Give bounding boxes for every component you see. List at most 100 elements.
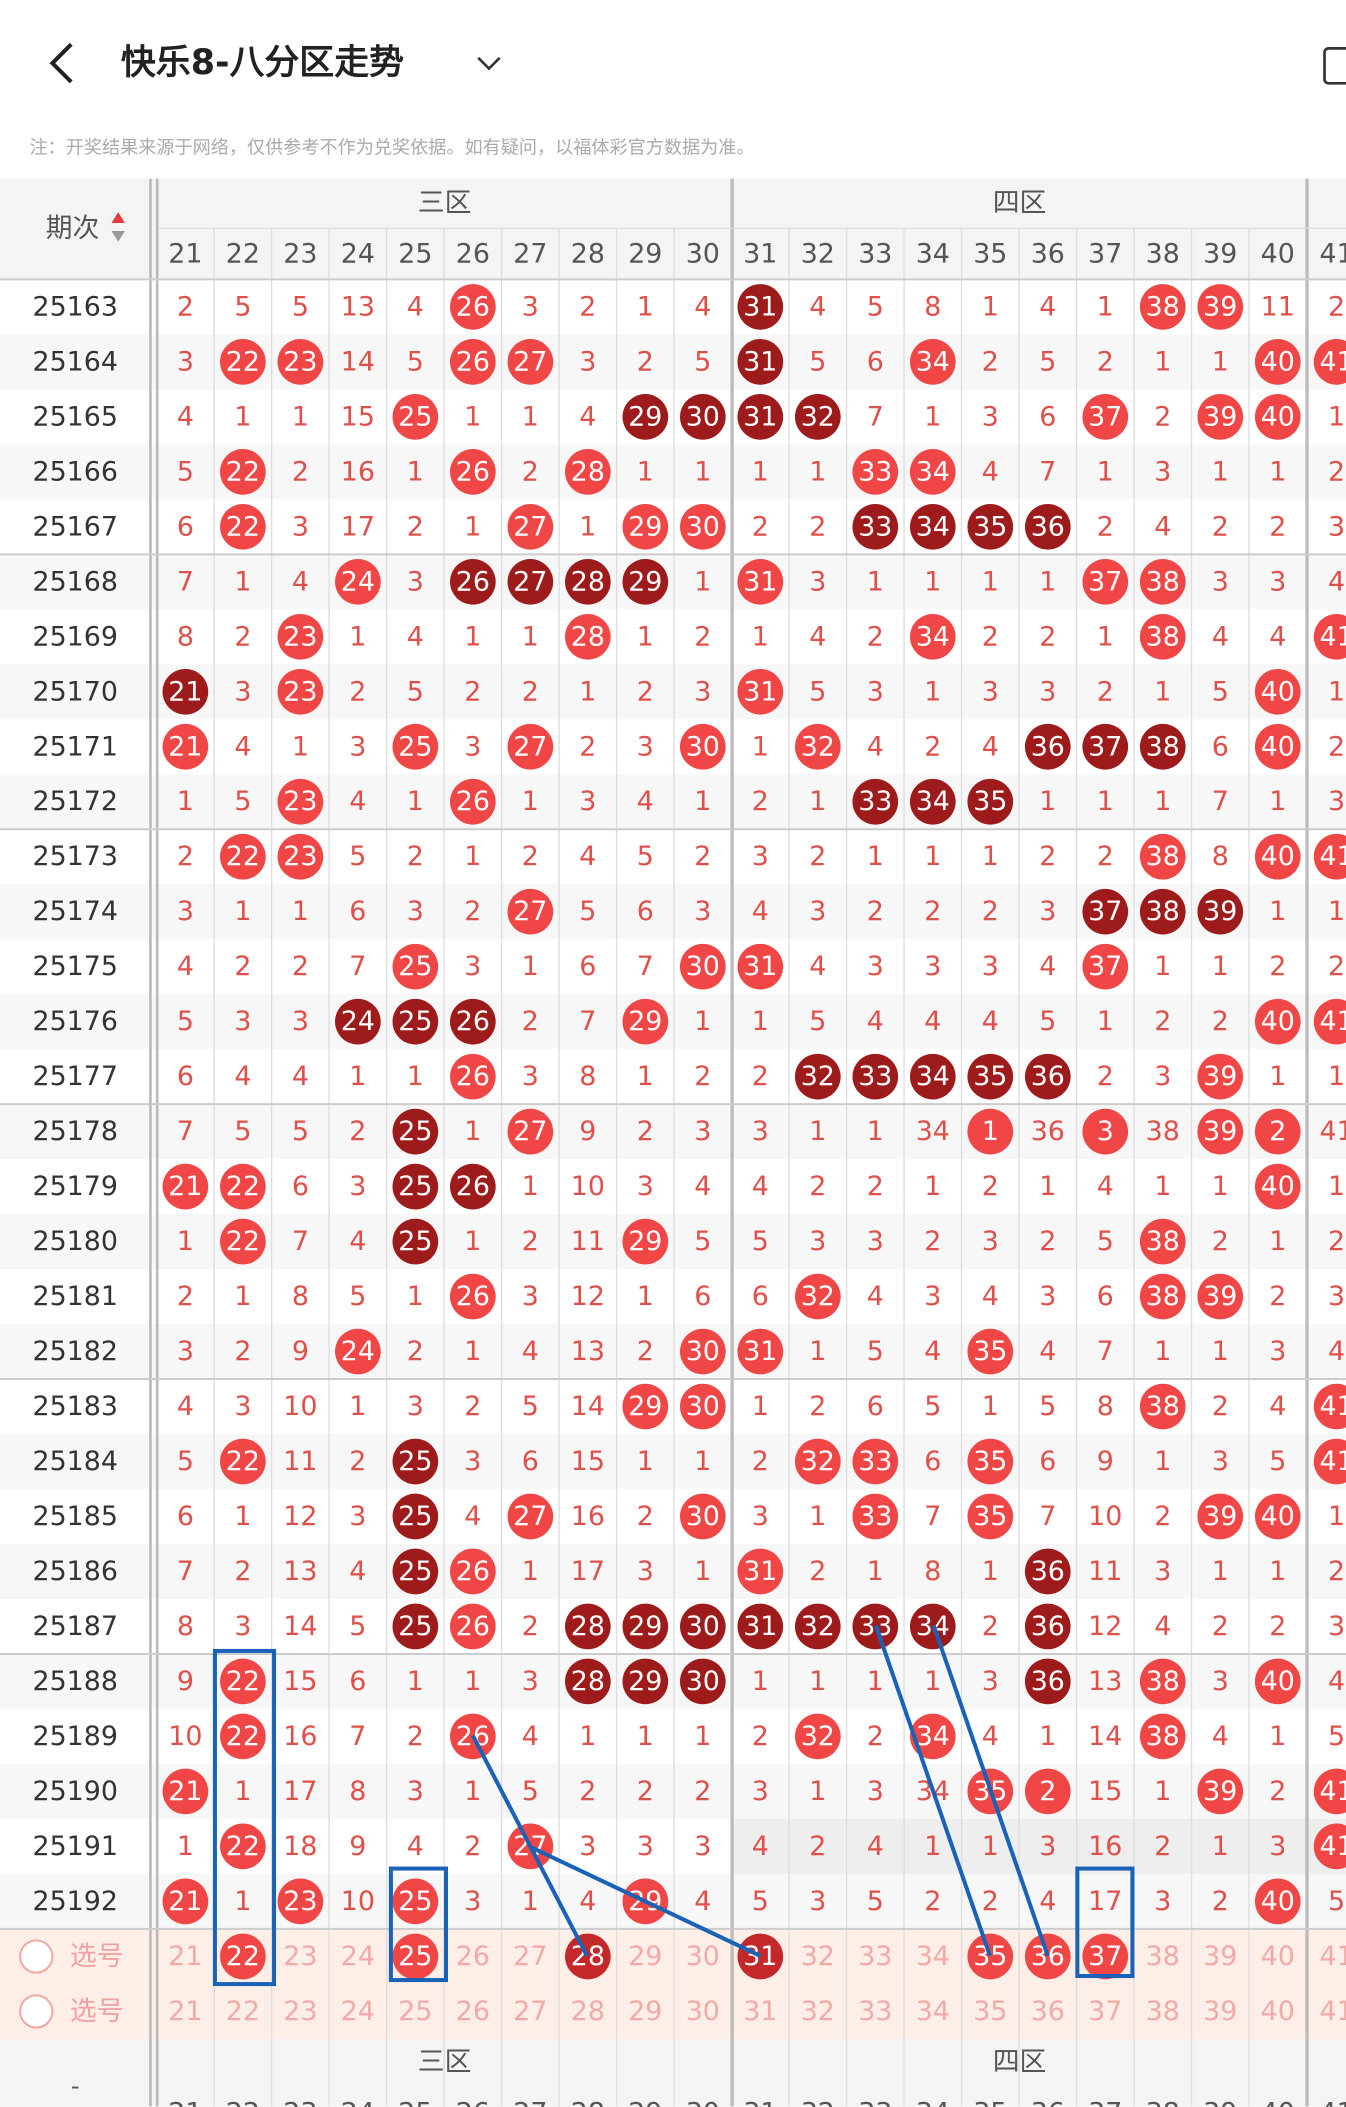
select-number[interactable]: 38	[1146, 1941, 1180, 1972]
select-number[interactable]: 26	[456, 1941, 490, 1972]
select-number[interactable]: 28	[571, 1996, 605, 2027]
hit-ball	[679, 723, 726, 770]
select-number[interactable]: 37	[1088, 1996, 1122, 2027]
hit-ball	[852, 449, 899, 495]
select-number[interactable]: 32	[801, 1996, 835, 2027]
dropdown[interactable]	[477, 56, 501, 71]
cell-value: 11	[571, 1226, 605, 1257]
cell-value: 1	[1212, 456, 1229, 487]
select-number[interactable]: 40	[1261, 1941, 1295, 1972]
cell-value: 5	[177, 1006, 194, 1037]
cell-value: 1	[1269, 896, 1286, 927]
cell-value: 1	[637, 291, 654, 322]
hit-ball	[564, 1658, 611, 1705]
select-number[interactable]: 41	[1320, 1996, 1346, 2027]
select-number[interactable]: 21	[168, 1941, 202, 1972]
select-toggle[interactable]	[19, 1939, 54, 1974]
annotation-line	[471, 1734, 589, 1957]
select-number[interactable]: 24	[341, 1996, 375, 2027]
cell-value: 4	[694, 1886, 711, 1917]
sort-desc[interactable]	[111, 231, 125, 242]
select-number[interactable]: 22	[226, 1941, 260, 1972]
select-number[interactable]: 23	[283, 1941, 317, 1972]
select-number[interactable]: 37	[1088, 1941, 1122, 1972]
select-number[interactable]: 26	[456, 1996, 490, 2027]
cell-value: 5	[1039, 346, 1056, 377]
hit-ball	[1313, 1823, 1346, 1870]
select-number[interactable]: 39	[1203, 1941, 1237, 1972]
select-number[interactable]: 38	[1146, 1996, 1180, 2027]
selected-ball[interactable]	[220, 1933, 266, 1980]
hit-ball	[277, 668, 324, 715]
select-number[interactable]: 36	[1031, 1996, 1065, 2027]
selected-ball[interactable]	[967, 1933, 1014, 1980]
select-number[interactable]: 30	[686, 1996, 720, 2027]
select-number[interactable]: 40	[1261, 1996, 1295, 2027]
cell-value: 23	[283, 676, 317, 707]
select-number[interactable]: 35	[973, 1941, 1007, 1972]
cell-value: 40	[1261, 841, 1295, 872]
column-header: 21	[168, 2098, 202, 2107]
period: 25187	[32, 1611, 117, 1642]
cell-value: 28	[571, 1666, 605, 1697]
select-number[interactable]: 24	[341, 1941, 375, 1972]
cell-value: 37	[1088, 731, 1122, 762]
cell-value: 3	[464, 1886, 481, 1917]
selected-ball[interactable]	[564, 1933, 611, 1980]
hit-ball	[1254, 394, 1301, 440]
hit-ball	[507, 339, 554, 385]
sort-asc[interactable]	[111, 212, 125, 223]
menu-icon[interactable]	[1323, 47, 1346, 85]
select-number[interactable]: 23	[283, 1996, 317, 2027]
cell-value: 9	[292, 1336, 309, 1367]
period: 25190	[32, 1776, 117, 1807]
cell-value: 41	[1320, 1006, 1346, 1037]
select-number[interactable]: 29	[628, 1941, 662, 1972]
select-number[interactable]: 21	[168, 1996, 202, 2027]
cell-value: 1	[809, 786, 826, 817]
select-number[interactable]: 33	[858, 1941, 892, 1972]
select-number[interactable]: 41	[1320, 1941, 1346, 1972]
cell-value: 21	[168, 676, 202, 707]
selected-ball[interactable]	[1082, 1933, 1129, 1980]
select-number[interactable]: 34	[916, 1996, 950, 2027]
cell-value: 1	[694, 1446, 711, 1477]
selected-ball[interactable]	[737, 1933, 784, 1980]
select-number[interactable]: 29	[628, 1996, 662, 2027]
select-number[interactable]: 31	[743, 1941, 777, 1972]
select-number[interactable]: 27	[513, 1996, 547, 2027]
select-number[interactable]: 25	[398, 1996, 432, 2027]
select-number[interactable]: 39	[1203, 1996, 1237, 2027]
select-number[interactable]: 33	[858, 1996, 892, 2027]
cell-value: 4	[982, 1721, 999, 1752]
select-number[interactable]: 36	[1031, 1941, 1065, 1972]
cell-value: 1	[292, 731, 309, 762]
cell-value: 41	[1320, 1446, 1346, 1477]
select-number[interactable]: 32	[801, 1941, 835, 1972]
select-number[interactable]: 34	[916, 1941, 950, 1972]
back-button[interactable]	[49, 42, 73, 84]
cell-value: 8	[292, 1281, 309, 1312]
select-number[interactable]: 25	[398, 1941, 432, 1972]
select-number[interactable]: 28	[571, 1941, 605, 1972]
select-number[interactable]: 22	[226, 1996, 260, 2027]
cell-value: 15	[341, 401, 375, 432]
select-number[interactable]: 30	[686, 1941, 720, 1972]
cell-value: 3	[1269, 566, 1286, 597]
cell-value: 33	[858, 511, 892, 542]
column-header: 26	[456, 238, 490, 269]
cell-value: 3	[809, 896, 826, 927]
selected-ball[interactable]	[392, 1933, 439, 1980]
select-toggle[interactable]	[19, 1994, 54, 2029]
cell-value: 29	[628, 1611, 662, 1642]
cell-value: 3	[1039, 1281, 1056, 1312]
select-number[interactable]: 31	[743, 1996, 777, 2027]
selected-ball[interactable]	[1024, 1933, 1071, 1980]
cell-value: 4	[867, 731, 884, 762]
hit-ball	[1139, 1713, 1186, 1760]
select-number[interactable]: 27	[513, 1941, 547, 1972]
cell-value: 6	[1039, 401, 1056, 432]
cell-value: 1	[694, 1006, 711, 1037]
select-number[interactable]: 35	[973, 1996, 1007, 2027]
hit-ball	[1139, 613, 1186, 660]
